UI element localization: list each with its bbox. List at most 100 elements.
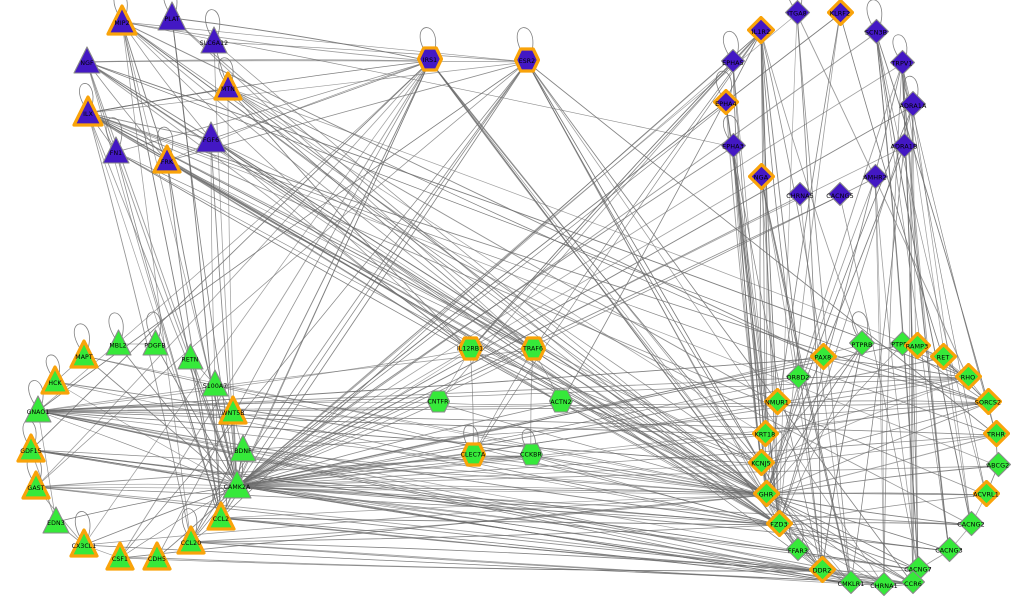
graph-node-ffar3[interactable]: FFAR3	[785, 536, 811, 564]
graph-edge	[236, 61, 528, 487]
graph-edge	[765, 105, 914, 496]
graph-node-abcg2[interactable]: ABCG2	[985, 451, 1012, 480]
graph-node-mbl2[interactable]: MBL2	[104, 328, 133, 359]
graph-node-csf1[interactable]: CSF1	[105, 541, 135, 573]
graph-edge	[778, 522, 972, 526]
diamond-glyph	[871, 571, 897, 597]
graph-node-mapt[interactable]: MAPT	[69, 339, 99, 371]
graph-node-fn1[interactable]: FN1	[101, 136, 131, 167]
graph-node-actn2[interactable]: ACTN2	[548, 389, 574, 416]
graph-node-cacng3[interactable]: CACNG3	[935, 536, 963, 565]
triangle-glyph	[16, 433, 46, 463]
graph-node-esr2[interactable]: ESR2	[513, 47, 541, 75]
graph-edge	[35, 486, 767, 496]
self-loop-edge	[723, 31, 739, 58]
triangle-node-icon	[40, 365, 70, 399]
graph-node-epha3[interactable]: EPHA3	[720, 132, 747, 161]
graph-edge	[117, 343, 238, 487]
diamond-node-icon	[863, 18, 890, 49]
diamond-glyph	[785, 363, 811, 389]
graph-node-epha4[interactable]: EPHA4	[712, 88, 740, 117]
graph-node-scn3b[interactable]: SCN3B	[863, 18, 890, 49]
graph-node-ngf[interactable]: NGF	[72, 46, 102, 77]
graph-edge	[764, 377, 969, 436]
graph-edge	[86, 61, 969, 379]
graph-node-cx3cl1[interactable]: CX3CL1	[69, 528, 99, 560]
graph-node-cmklr1[interactable]: CMKLR1	[838, 569, 864, 597]
graph-node-cacng5[interactable]: CACNG5	[826, 181, 854, 209]
graph-node-cntfr[interactable]: CNTFR	[426, 389, 451, 416]
graph-node-sorcs2[interactable]: SORCS2	[974, 387, 1002, 417]
graph-node-trhr[interactable]: TRHR	[982, 419, 1010, 449]
graph-node-adra1b[interactable]: ADRA1B	[891, 132, 918, 161]
graph-node-ddr2[interactable]: DDR2	[808, 555, 836, 585]
graph-node-ccr6[interactable]: CCR6	[900, 569, 926, 597]
graph-node-acvrl1[interactable]: ACVRL1	[972, 479, 1000, 509]
triangle-glyph	[102, 136, 130, 164]
graph-node-ptprb[interactable]: PTPRB	[848, 329, 876, 359]
graph-node-krt18[interactable]: KRT18	[751, 419, 779, 449]
graph-node-nmur1[interactable]: NMUR1	[763, 387, 791, 417]
graph-node-bdnf[interactable]: BDNF	[228, 434, 258, 465]
graph-node-cdh5[interactable]: CDH5	[142, 541, 172, 573]
graph-node-irs1[interactable]: IRS1	[416, 46, 444, 74]
graph-edge	[429, 60, 852, 585]
graph-node-traf6[interactable]: TRAF6	[520, 335, 546, 363]
graph-edge	[732, 62, 762, 465]
graph-node-plat[interactable]: PLAT	[156, 0, 188, 36]
graph-node-wnt5b[interactable]: WNT5B	[218, 395, 248, 427]
graph-node-gdf15[interactable]: GDF15	[16, 433, 46, 465]
graph-node-amhr2[interactable]: AMHR2	[862, 163, 889, 192]
triangle-node-icon	[106, 4, 138, 40]
graph-node-fzd3[interactable]: FZD3	[765, 509, 793, 539]
graph-edge	[227, 87, 944, 359]
graph-node-il1r2[interactable]: IL1R2	[746, 15, 776, 46]
triangle-node-icon	[156, 0, 188, 36]
graph-edge	[189, 357, 238, 487]
graph-edge	[822, 357, 969, 379]
graph-node-adra1a[interactable]: ADRA1A	[899, 90, 927, 120]
graph-edge	[778, 344, 863, 526]
graph-node-kcnj5[interactable]: KCNJ5	[747, 448, 775, 478]
graph-node-ccl2[interactable]: CCL2	[206, 501, 236, 533]
graph-node-ramp3[interactable]: RAMP3	[903, 331, 931, 361]
graph-node-mtn[interactable]: MTN	[213, 71, 243, 103]
graph-node-pax8[interactable]: PAX8	[809, 342, 837, 372]
graph-node-chrna1[interactable]: CHRNA1	[870, 571, 898, 599]
graph-node-fgf6[interactable]: FGF6	[194, 121, 228, 156]
graph-edge	[35, 483, 238, 488]
graph-edge	[437, 402, 767, 496]
graph-node-cacng2[interactable]: CACNG2	[957, 510, 985, 539]
graph-node-edn3[interactable]: EDN3	[41, 506, 71, 537]
graph-node-klrf2[interactable]: KLRF2	[826, 0, 854, 28]
graph-node-slc6a12[interactable]: SLC6A12	[199, 26, 229, 57]
graph-node-mip2[interactable]: MIP2	[106, 4, 138, 40]
graph-edge	[765, 494, 919, 571]
diamond-glyph	[891, 132, 917, 158]
graph-node-cckbr[interactable]: CCKBR	[519, 442, 544, 469]
graph-node-pdgfb[interactable]: PDGFB	[141, 328, 170, 359]
graph-edge	[778, 63, 903, 526]
graph-edge	[236, 485, 799, 552]
graph-node-ghr[interactable]: GHR	[752, 479, 780, 509]
graph-edge	[760, 31, 778, 404]
graph-node-ccl20[interactable]: CCL20	[176, 525, 206, 557]
diamond-glyph	[752, 479, 780, 507]
graph-node-gnao1[interactable]: GNAO1	[23, 395, 53, 426]
graph-node-gast[interactable]: GAST	[21, 470, 51, 502]
graph-node-chrna5[interactable]: CHRNA5	[786, 181, 814, 209]
graph-node-frk[interactable]: FRK	[152, 144, 182, 176]
diamond-glyph	[900, 569, 926, 595]
graph-node-nga[interactable]: NGA	[747, 162, 775, 192]
triangle-glyph	[176, 342, 204, 370]
graph-node-epha5[interactable]: EPHA5	[720, 48, 746, 76]
graph-node-ilx[interactable]: ILX	[72, 95, 104, 129]
graph-node-ret[interactable]: RET	[929, 342, 957, 372]
graph-node-hck[interactable]: HCK	[40, 365, 70, 399]
graph-node-il12rb1[interactable]: IL12RB1	[457, 335, 483, 363]
graph-node-camk2a[interactable]: CAMK2A	[221, 469, 253, 502]
graph-node-clec7a[interactable]: CLEC7A	[460, 441, 486, 469]
graph-node-trpv1[interactable]: TRPV1	[889, 49, 916, 78]
graph-node-itga8[interactable]: ITGA8	[784, 0, 811, 28]
triangle-glyph	[206, 501, 236, 531]
